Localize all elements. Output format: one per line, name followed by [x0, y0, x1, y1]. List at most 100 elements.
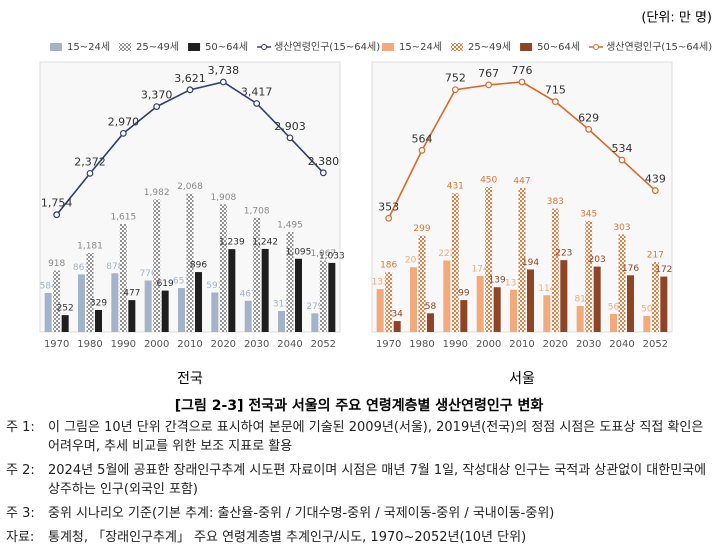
- x-tick-label: 2052: [643, 339, 668, 350]
- line-value-label: 3,621: [174, 72, 206, 85]
- bar-value-label: 50: [641, 304, 653, 314]
- legend-label: 50~64세: [205, 41, 248, 53]
- bar: [219, 204, 227, 332]
- x-tick-label: 1990: [443, 339, 468, 350]
- bar-value-label: 861: [73, 263, 90, 273]
- bar-value-label: 1,495: [277, 221, 303, 231]
- line-value-label: 2,903: [274, 120, 306, 133]
- note: 주 2: 2024년 5월에 공표한 장래인구추계 시도편 자료이며 시점은 매년…: [6, 461, 714, 499]
- line-value-label: 439: [645, 173, 666, 186]
- notes: 주 1: 이 그림은 10년 단위 간격으로 표시하여 본문에 기술된 2009년…: [6, 418, 714, 552]
- bar: [393, 321, 401, 332]
- bar: [178, 288, 185, 332]
- bar: [618, 234, 626, 332]
- bar: [576, 305, 584, 332]
- bar-value-label: 303: [613, 223, 630, 233]
- bar-value-label: 201: [405, 256, 422, 266]
- bar-value-label: 56: [608, 302, 620, 312]
- legend-swatch: [520, 43, 533, 51]
- bar-value-label: 896: [190, 261, 207, 271]
- bar: [427, 313, 434, 332]
- bar: [111, 273, 119, 332]
- note: 주 3: 중위 시나리오 기준(기본 추계: 출산율-중위 / 기대수명-중위 /…: [6, 504, 714, 523]
- x-tick-label: 2052: [311, 339, 336, 350]
- x-tick-label: 2010: [177, 339, 202, 350]
- bar: [311, 313, 319, 332]
- line-marker: [153, 103, 161, 111]
- bar: [261, 248, 269, 332]
- bar: [527, 269, 534, 332]
- x-tick-label: 2000: [476, 339, 501, 350]
- bar: [610, 313, 617, 332]
- source-text: 통계청, 「장래인구추계」 주요 연령계층별 추계인구/시도, 1970~205…: [48, 530, 527, 545]
- bar: [651, 262, 659, 332]
- line-value-label: 752: [445, 72, 466, 85]
- line-marker: [286, 134, 294, 142]
- bar: [144, 280, 152, 332]
- line-marker: [219, 78, 227, 86]
- line-marker: [385, 214, 393, 222]
- bar: [585, 220, 593, 332]
- bar: [451, 193, 459, 332]
- bar: [643, 315, 651, 332]
- bar: [253, 217, 261, 332]
- line-value-label: 3,370: [141, 89, 173, 102]
- legend-swatch: [188, 43, 201, 51]
- legend-marker: [261, 44, 268, 50]
- bar-value-label: 657: [173, 277, 190, 287]
- bar: [376, 289, 384, 332]
- bar: [44, 292, 52, 332]
- line-marker: [585, 125, 593, 133]
- bar: [443, 260, 451, 332]
- bar: [593, 266, 601, 332]
- legend-swatch: [119, 43, 132, 51]
- bar-value-label: 383: [547, 197, 564, 207]
- note-text: 이 그림은 10년 단위 간격으로 표시하여 본문에 기술된 2009년(서울)…: [48, 420, 704, 454]
- bar-value-label: 217: [647, 251, 664, 261]
- x-tick-label: 2020: [543, 339, 568, 350]
- legend-swatch: [382, 43, 394, 51]
- line-marker: [485, 81, 493, 89]
- line-value-label: 1,754: [41, 197, 73, 210]
- bar: [510, 289, 517, 332]
- bar-value-label: 1,982: [144, 188, 170, 198]
- bar-value-label: 1,908: [210, 193, 236, 203]
- line-marker: [551, 98, 559, 106]
- bar-value-label: 203: [589, 255, 606, 265]
- bar-value-label: 299: [413, 224, 430, 234]
- figure-caption: [그림 2-3] 전국과 서울의 주요 연령계층별 생산연령인구 변화: [175, 397, 544, 414]
- bar-value-label: 591: [206, 281, 223, 291]
- legend-swatch: [451, 43, 464, 51]
- line-marker: [518, 78, 526, 86]
- line-value-label: 776: [512, 64, 533, 77]
- bar-value-label: 1,239: [219, 238, 245, 248]
- bar: [660, 276, 668, 332]
- line-marker: [319, 169, 327, 177]
- chart-title: 전국: [177, 371, 203, 387]
- chart-title: 서울: [509, 371, 535, 387]
- bar-value-label: 2,068: [177, 182, 203, 192]
- x-tick-label: 1980: [409, 339, 434, 350]
- bar-value-label: 447: [513, 176, 530, 186]
- bar-value-label: 222: [438, 249, 455, 259]
- line-value-label: 564: [412, 132, 433, 145]
- bar: [551, 208, 559, 332]
- line-value-label: 3,738: [208, 64, 240, 77]
- bar: [195, 272, 202, 332]
- bar-value-label: 131: [505, 278, 522, 288]
- line-marker: [86, 169, 94, 177]
- bar: [493, 287, 501, 332]
- bar: [153, 199, 161, 332]
- legend-label: 25~49세: [136, 41, 179, 53]
- bar: [228, 249, 236, 332]
- legend-swatch: [50, 43, 62, 51]
- bar: [211, 292, 219, 332]
- bar: [543, 295, 551, 332]
- line-value-label: 353: [378, 200, 399, 213]
- x-tick-label: 2040: [277, 339, 302, 350]
- bar: [61, 315, 69, 332]
- bar: [418, 235, 426, 332]
- line-value-label: 2,380: [308, 155, 340, 168]
- bar: [119, 223, 127, 332]
